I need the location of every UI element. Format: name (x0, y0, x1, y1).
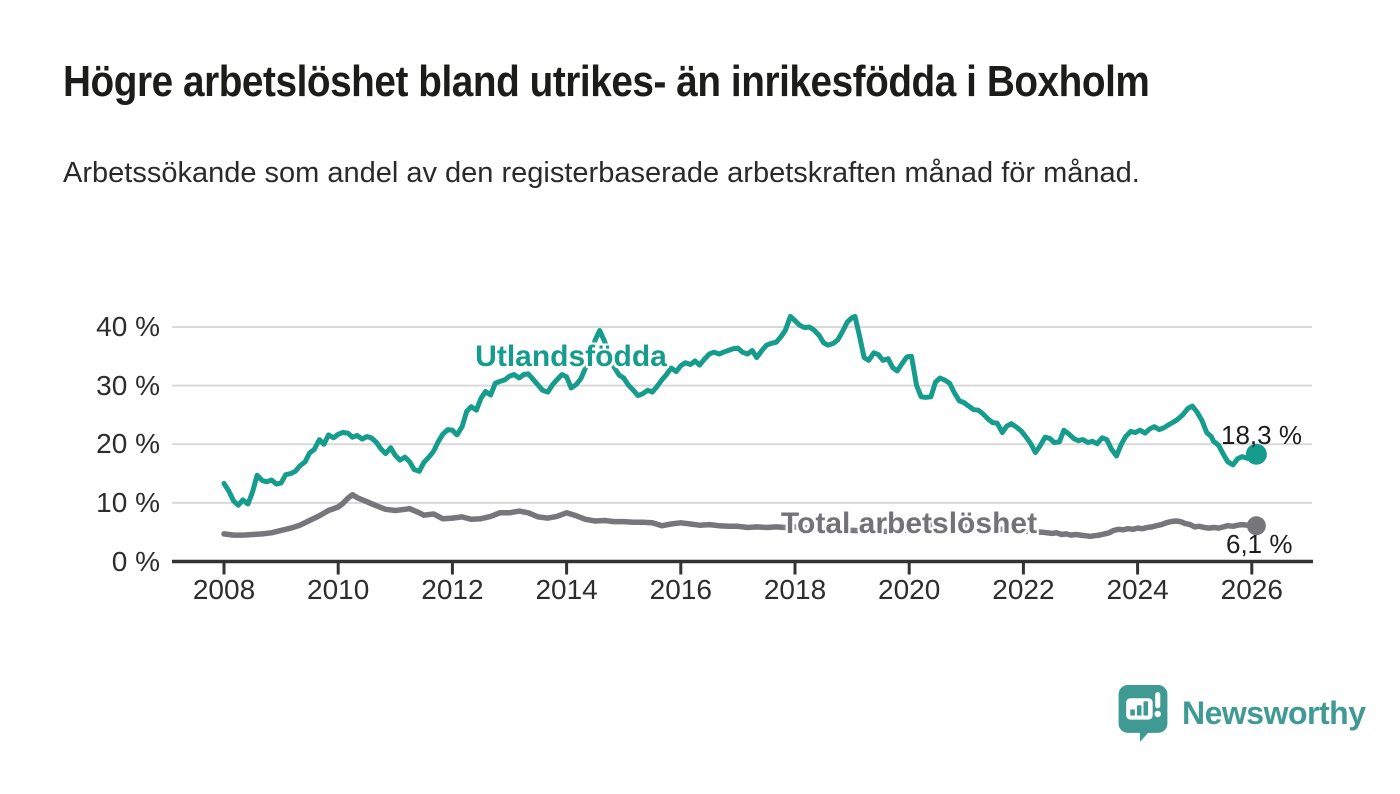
page-title: Högre arbetslöshet bland utrikes- än inr… (63, 57, 1150, 106)
newsworthy-wordmark: Newsworthy (1182, 695, 1366, 731)
newsworthy-logo: Newsworthy (1117, 684, 1366, 743)
y-tick-label: 30 % (96, 369, 160, 401)
end-value-label-utlandsfodda: 18,3 % (1221, 420, 1302, 450)
newsworthy-pin-icon (1118, 685, 1168, 742)
chart-subtitle: Arbetssökande som andel av den registerb… (63, 157, 1140, 189)
line-utlandsfodda (221, 313, 1259, 508)
x-tick-label: 2008 (192, 574, 256, 605)
x-tick-label: 2024 (1106, 574, 1169, 605)
x-tick-label: 2020 (878, 574, 941, 605)
line-total (221, 491, 1260, 540)
end-point-marker (1245, 443, 1267, 465)
y-tick-label: 40 % (96, 311, 160, 342)
end-point-marker (1246, 516, 1266, 536)
y-tick-label: 0 % (111, 545, 160, 577)
x-tick-label: 2012 (421, 574, 484, 605)
series-label-total-arbetsloshet: Total arbetslöshet (780, 507, 1038, 540)
series-label-utlandsfodda: Utlandsfödda (475, 340, 667, 373)
x-tick-label: 2014 (535, 574, 598, 605)
end-value-label-total: 6,1 % (1226, 529, 1293, 559)
x-tick-label: 2010 (307, 574, 370, 605)
x-tick-label: 2016 (649, 574, 712, 605)
y-tick-label: 10 % (96, 486, 160, 518)
x-tick-label: 2018 (763, 574, 827, 605)
x-tick-label: 2026 (1220, 574, 1283, 605)
y-tick-label: 20 % (96, 428, 160, 460)
x-tick-label: 2022 (992, 574, 1055, 605)
